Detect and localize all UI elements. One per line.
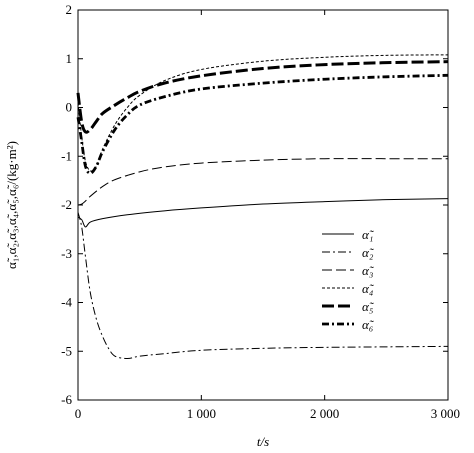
legend-label-alpha-6: α̃₆: [362, 317, 375, 332]
series-line-alpha-2: [77, 212, 449, 360]
legend-label-alpha-1: α̃₁: [362, 227, 375, 242]
y-axis: -6 -5 -4 -3 -2 -1 0 1 2: [61, 2, 448, 407]
legend-label-alpha-3: α̃₃: [362, 263, 375, 278]
y-tick-label: -5: [61, 343, 72, 358]
series-layer: [76, 54, 449, 360]
series-line-alpha-1: [77, 198, 449, 228]
legend-label-alpha-2: α̃₂: [362, 245, 375, 260]
x-axis-label: t/s: [257, 434, 269, 449]
y-tick-label: -4: [61, 295, 72, 310]
y-tick-label: -1: [61, 148, 72, 163]
x-tick-label: 3 000: [431, 406, 460, 421]
y-axis-label: α̃₁,α̃₂,α̃₃,α̃₄,α̃₅,α̃₆/(kg·m²): [4, 141, 19, 269]
x-tick-label: 0: [75, 406, 82, 421]
legend-label-alpha-4: α̃₄: [362, 281, 375, 296]
y-tick-label: -6: [61, 392, 72, 407]
y-tick-label: -2: [61, 197, 72, 212]
x-tick-label: 2 000: [310, 406, 339, 421]
series-line-alpha-5: [76, 60, 449, 134]
y-tick-label: 1: [66, 51, 73, 66]
legend: α̃₁ α̃₂ α̃₃ α̃₄ α̃₅ α̃₆: [322, 227, 375, 332]
y-tick-label: -3: [61, 246, 72, 261]
y-tick-label: 2: [66, 2, 73, 17]
x-tick-label: 1 000: [187, 406, 216, 421]
y-tick-label: 0: [66, 100, 73, 115]
series-line-alpha-4: [77, 54, 449, 172]
legend-label-alpha-5: α̃₅: [362, 299, 375, 314]
series-line-alpha-3: [77, 158, 448, 206]
x-axis: 0 1 000 2 000 3 000: [75, 10, 460, 421]
